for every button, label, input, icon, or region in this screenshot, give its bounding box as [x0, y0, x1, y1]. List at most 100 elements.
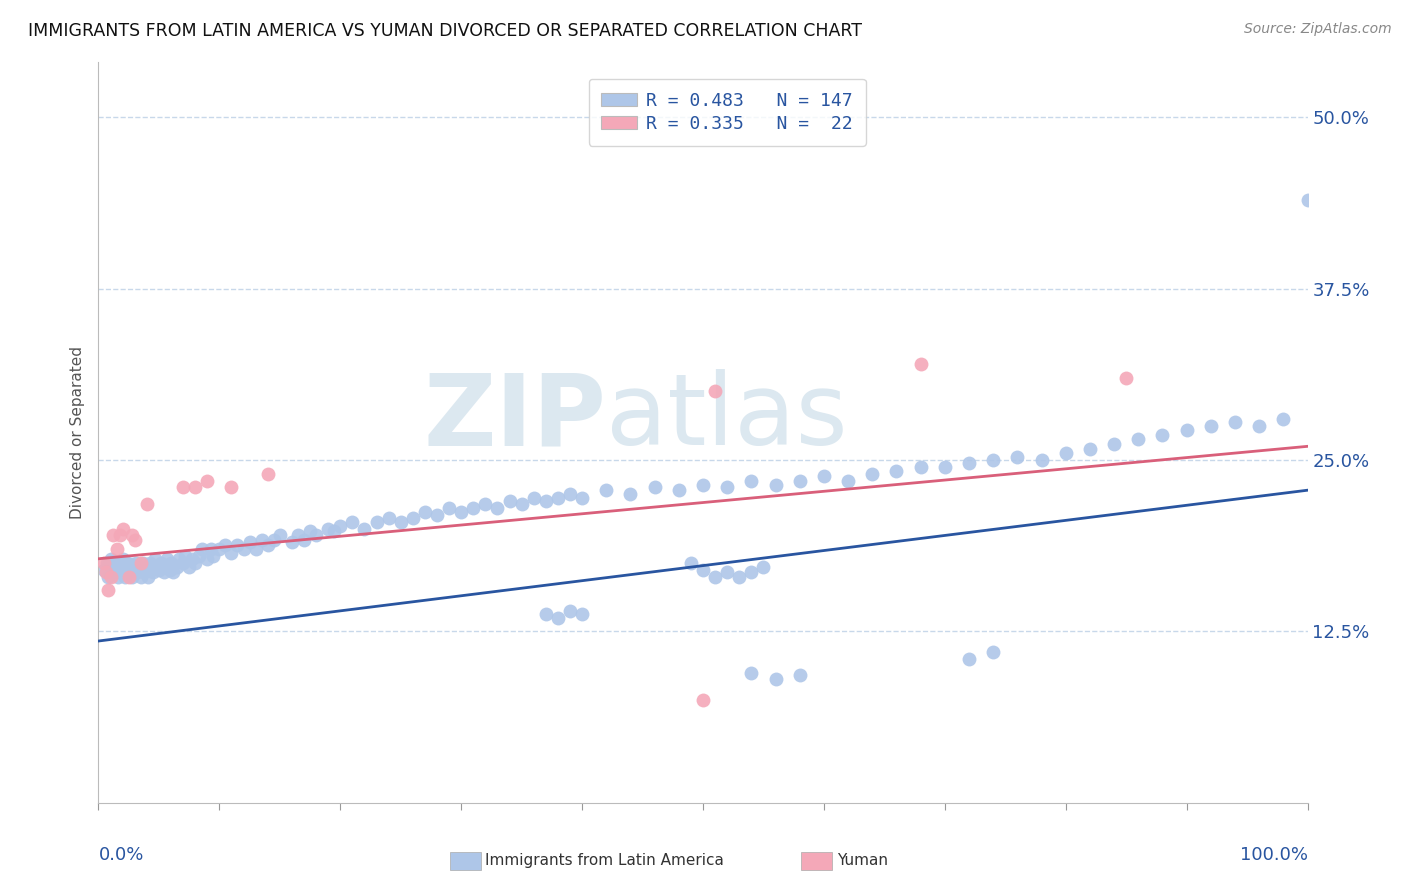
Point [132, 556, 155, 570]
Y-axis label: Divorced or Separated: Divorced or Separated [69, 346, 84, 519]
Point [510, 497, 533, 511]
Point [100, 560, 122, 574]
Point [1102, 436, 1125, 450]
Point [152, 566, 174, 580]
Point [450, 505, 472, 519]
Point [239, 535, 262, 549]
Point [195, 551, 218, 566]
Point [263, 533, 285, 547]
Point [765, 477, 787, 491]
Point [692, 693, 714, 707]
Point [402, 510, 425, 524]
Point [1175, 423, 1198, 437]
Point [765, 673, 787, 687]
Point [692, 477, 714, 491]
Point [316, 522, 339, 536]
Point [437, 501, 460, 516]
Point [118, 566, 141, 580]
Point [108, 563, 131, 577]
Point [221, 480, 243, 494]
Point [129, 556, 152, 570]
Point [299, 524, 322, 539]
Point [120, 558, 142, 572]
Point [692, 563, 714, 577]
Point [111, 522, 134, 536]
Point [101, 556, 124, 570]
Point [107, 569, 129, 583]
Point [156, 551, 179, 566]
Point [595, 483, 617, 498]
Point [704, 384, 727, 399]
Point [329, 519, 352, 533]
Point [179, 560, 201, 574]
Text: ZIP: ZIP [423, 369, 606, 467]
Point [202, 549, 225, 563]
Point [108, 556, 131, 570]
Point [121, 528, 143, 542]
Point [166, 560, 188, 574]
Point [250, 533, 273, 547]
Point [534, 607, 557, 621]
Point [191, 542, 214, 557]
Point [142, 566, 165, 580]
Point [981, 453, 1004, 467]
Point [136, 569, 159, 583]
Point [934, 459, 956, 474]
Point [143, 551, 166, 566]
Point [1078, 442, 1101, 456]
Point [131, 563, 153, 577]
Point [256, 538, 278, 552]
Point [644, 480, 666, 494]
Point [1272, 412, 1295, 426]
Point [105, 560, 128, 574]
Point [305, 528, 328, 542]
Point [118, 563, 141, 577]
Point [886, 464, 908, 478]
Point [150, 556, 173, 570]
Point [558, 487, 581, 501]
Point [1223, 415, 1246, 429]
Point [232, 542, 254, 557]
Point [789, 668, 811, 682]
Point [287, 528, 309, 542]
Point [108, 528, 131, 542]
Point [169, 551, 191, 566]
Point [534, 494, 557, 508]
Point [180, 551, 202, 566]
Point [127, 560, 149, 574]
Point [342, 515, 364, 529]
Point [571, 491, 593, 506]
Point [813, 469, 835, 483]
Point [124, 533, 146, 547]
Point [101, 528, 124, 542]
Point [93, 563, 115, 577]
Point [138, 563, 160, 577]
Point [463, 501, 485, 516]
Point [174, 549, 197, 563]
Point [103, 563, 125, 577]
Point [97, 583, 120, 598]
Point [100, 569, 122, 583]
Point [389, 515, 412, 529]
Point [1128, 433, 1150, 447]
Point [162, 566, 184, 580]
Point [413, 505, 436, 519]
Point [208, 542, 231, 557]
Text: IMMIGRANTS FROM LATIN AMERICA VS YUMAN DIVORCED OR SEPARATED CORRELATION CHART: IMMIGRANTS FROM LATIN AMERICA VS YUMAN D… [28, 22, 862, 40]
Point [103, 554, 125, 568]
Point [558, 604, 581, 618]
Text: Source: ZipAtlas.com: Source: ZipAtlas.com [1244, 22, 1392, 37]
Point [957, 456, 980, 470]
Text: 0.0%: 0.0% [98, 846, 143, 863]
Point [105, 566, 128, 580]
Point [426, 508, 449, 522]
Point [111, 560, 134, 574]
Point [292, 533, 315, 547]
Point [125, 556, 148, 570]
Text: Immigrants from Latin America: Immigrants from Latin America [485, 854, 724, 868]
Point [221, 546, 243, 560]
Point [1152, 428, 1174, 442]
Point [1199, 418, 1222, 433]
Point [93, 556, 115, 570]
Point [129, 569, 152, 583]
